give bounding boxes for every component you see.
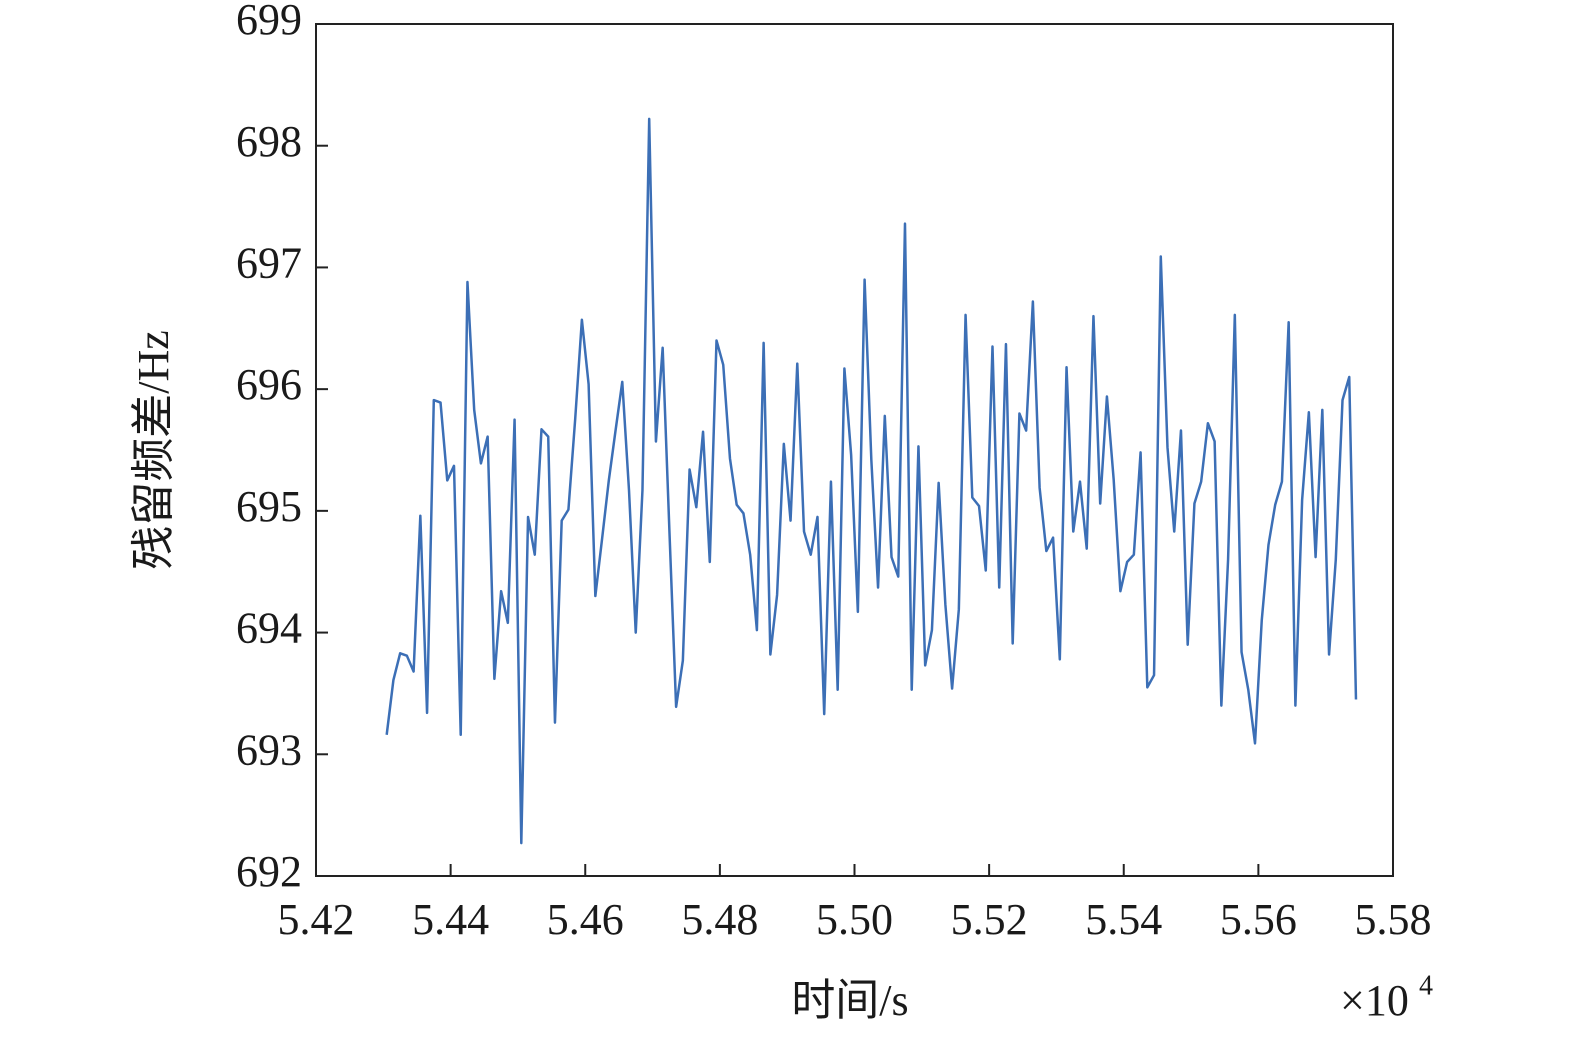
y-axis-title: 残留频差/Hz <box>129 330 178 570</box>
x-tick-label: 5.46 <box>547 895 624 944</box>
y-tick-label: 697 <box>236 239 302 288</box>
y-tick-label: 692 <box>236 847 302 896</box>
y-tick-label: 693 <box>236 725 302 774</box>
x-tick-label: 5.48 <box>681 895 758 944</box>
y-tick-label: 696 <box>236 360 302 409</box>
x-tick-label: 5.54 <box>1085 895 1162 944</box>
x-tick-label: 5.42 <box>278 895 355 944</box>
x-tick-label: 5.52 <box>951 895 1028 944</box>
y-tick-label: 699 <box>236 0 302 44</box>
x-axis-title: 时间/s <box>791 976 908 1025</box>
x-tick-label: 5.44 <box>412 895 489 944</box>
x-tick-label: 5.58 <box>1355 895 1432 944</box>
data-line <box>385 117 1358 845</box>
y-tick-label: 695 <box>236 482 302 531</box>
y-tick-label: 694 <box>236 604 302 653</box>
y-tick-label: 698 <box>236 117 302 166</box>
x-tick-label: 5.50 <box>816 895 893 944</box>
x-offset-exponent: 4 <box>1419 970 1433 1001</box>
x-offset-label: ×10 <box>1340 976 1409 1025</box>
x-tick-label: 5.56 <box>1220 895 1297 944</box>
